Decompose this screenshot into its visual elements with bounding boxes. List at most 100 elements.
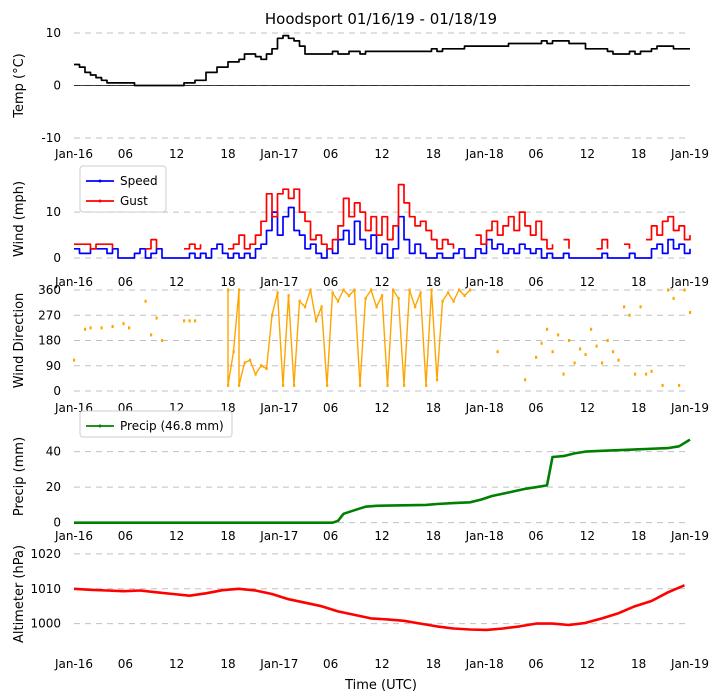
direction-point <box>469 288 472 292</box>
direction-point <box>100 326 103 330</box>
x-tick-label: 06 <box>323 147 338 161</box>
direction-point <box>122 322 125 326</box>
direction-point <box>540 341 543 345</box>
x-tick-label: 12 <box>580 657 595 671</box>
y-axis-label: Wind (mph) <box>12 181 27 257</box>
direction-point <box>183 319 186 323</box>
y-tick-label: -10 <box>41 131 61 145</box>
direction-point <box>128 326 131 330</box>
direction-point <box>672 296 675 300</box>
x-tick-label: 12 <box>169 275 184 289</box>
panel-wind: 0 10 Wind (mph) Jan-16 06 12 18 Jan-17 06 12 18 Jan… <box>12 165 709 289</box>
series-line-speed <box>74 206 691 259</box>
x-tick-label: 18 <box>631 401 646 415</box>
y-tick-label: 270 <box>38 308 61 322</box>
legend-marker <box>98 179 102 183</box>
x-tick-label: 06 <box>118 275 133 289</box>
x-tick-label: 12 <box>374 657 389 671</box>
x-tick-label: 12 <box>580 401 595 415</box>
x-tick-label: 12 <box>580 147 595 161</box>
direction-point <box>144 299 147 303</box>
x-axis-label: Time (UTC) <box>344 678 417 693</box>
y-tick-label: 0 <box>53 251 61 265</box>
y-tick-label: 90 <box>46 359 61 373</box>
legend-label: Speed <box>120 174 158 188</box>
panels: -10 0 10 Temp (°C) Jan-16 06 12 18 Jan-17 06 12 18 J… <box>12 26 709 671</box>
direction-point <box>634 372 637 376</box>
x-tick-label: 18 <box>426 529 441 543</box>
panel-precip: 0 20 40 Precip (mm) Jan-16 06 12 18 Jan-17 06 12 18… <box>12 410 709 543</box>
y-tick-label: 360 <box>38 283 61 297</box>
y-tick-label: 10 <box>46 205 61 219</box>
x-tick-label: Jan-17 <box>259 529 298 543</box>
legend-box <box>79 410 233 438</box>
x-tick-label: Jan-17 <box>259 147 298 161</box>
direction-point <box>568 339 571 342</box>
x-tick-label: Jan-17 <box>259 275 298 289</box>
direction-point <box>161 339 164 342</box>
series-line-temp <box>74 34 690 87</box>
direction-point <box>628 313 631 317</box>
x-tick-label: 06 <box>118 657 133 671</box>
legend-label: Precip (46.8 mm) <box>120 419 224 433</box>
direction-point <box>155 316 158 320</box>
y-tick-label: 0 <box>53 384 61 398</box>
x-tick-label: 12 <box>374 401 389 415</box>
y-tick-label: 1000 <box>30 617 61 631</box>
x-tick-label: 18 <box>220 275 235 289</box>
direction-point <box>524 378 527 382</box>
x-tick-label: Jan-16 <box>54 529 93 543</box>
x-tick-label: 12 <box>169 147 184 161</box>
direction-point <box>639 305 642 309</box>
series-line-gust <box>74 183 691 250</box>
direction-point <box>612 350 615 354</box>
x-tick-label: 12 <box>169 529 184 543</box>
y-tick-label: 180 <box>38 334 61 348</box>
x-tick-label: Jan-16 <box>54 147 93 161</box>
y-axis-label: Wind Direction <box>12 293 27 389</box>
direction-point <box>606 339 609 342</box>
x-tick-label: Jan-18 <box>465 401 504 415</box>
x-tick-label: 06 <box>118 529 133 543</box>
panel-temperature: -10 0 10 Temp (°C) Jan-16 06 12 18 Jan-17 06 12 18 J… <box>12 26 709 161</box>
x-tick-label: 06 <box>323 275 338 289</box>
direction-point <box>595 344 598 348</box>
series-line-altimeter <box>73 584 686 632</box>
legend-marker <box>98 199 102 203</box>
x-tick-label: 18 <box>220 657 235 671</box>
x-tick-label: 12 <box>374 529 389 543</box>
y-axis-label: Altimeter (hPa) <box>12 545 27 643</box>
x-tick-label: 12 <box>580 529 595 543</box>
x-tick-label: Jan-16 <box>54 657 93 671</box>
direction-point <box>661 383 664 387</box>
x-tick-label: 06 <box>528 401 543 415</box>
direction-point <box>304 305 307 309</box>
direction-point <box>194 319 197 323</box>
x-tick-label: 18 <box>631 147 646 161</box>
x-tick-label: 18 <box>631 529 646 543</box>
x-tick-label: Jan-18 <box>465 275 504 289</box>
x-tick-label: 12 <box>580 275 595 289</box>
x-tick-label: 12 <box>374 275 389 289</box>
direction-point <box>678 383 681 387</box>
x-tick-label: 06 <box>118 147 133 161</box>
direction-point <box>683 288 686 292</box>
x-tick-label: Jan-18 <box>465 147 504 161</box>
x-tick-label: Jan-19 <box>670 147 709 161</box>
direction-point <box>84 327 87 331</box>
direction-point <box>188 319 191 323</box>
x-tick-label: Jan-18 <box>465 657 504 671</box>
x-tick-label: Jan-18 <box>465 529 504 543</box>
y-axis-label: Temp (°C) <box>12 53 27 119</box>
direction-point <box>667 288 670 292</box>
direction-point <box>689 310 692 314</box>
direction-point <box>579 347 582 351</box>
direction-point <box>73 358 76 362</box>
figure-title: Hoodsport 01/16/19 - 01/18/19 <box>265 10 497 28</box>
x-tick-label: Jan-19 <box>670 401 709 415</box>
direction-point <box>89 326 92 330</box>
x-tick-label: 18 <box>426 401 441 415</box>
y-tick-label: 1020 <box>30 547 61 561</box>
